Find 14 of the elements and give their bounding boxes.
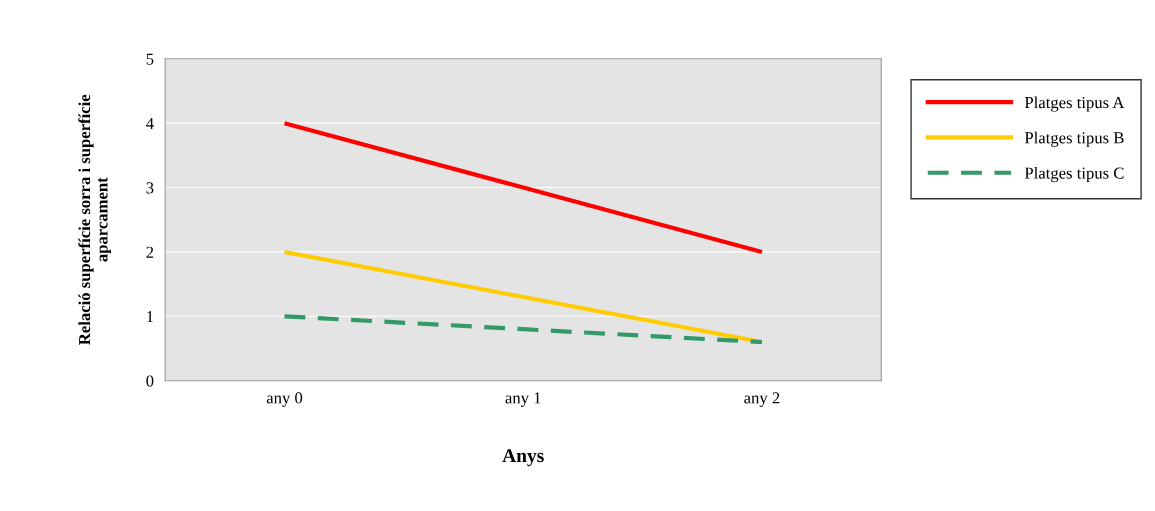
x-tick-label: any 0 (266, 392, 303, 407)
y-tick-label: 2 (146, 246, 154, 258)
y-tick-label: 4 (146, 117, 154, 129)
legend-label: Platges tipus C (1024, 166, 1124, 183)
legend-label: Platges tipus B (1024, 131, 1124, 147)
y-axis-title: Relació superfície sorra i superfície aparcament (78, 94, 111, 345)
legend-label: Platges tipus A (1024, 96, 1125, 112)
y-tick-label: 3 (146, 182, 154, 194)
y-tick-label: 0 (146, 375, 154, 387)
y-tick-label: 5 (146, 53, 154, 65)
x-tick-label: any 2 (744, 392, 780, 407)
y-tick-label: 1 (147, 311, 154, 323)
x-tick-label: any 1 (505, 392, 541, 407)
x-axis-title: Anys (502, 449, 544, 467)
